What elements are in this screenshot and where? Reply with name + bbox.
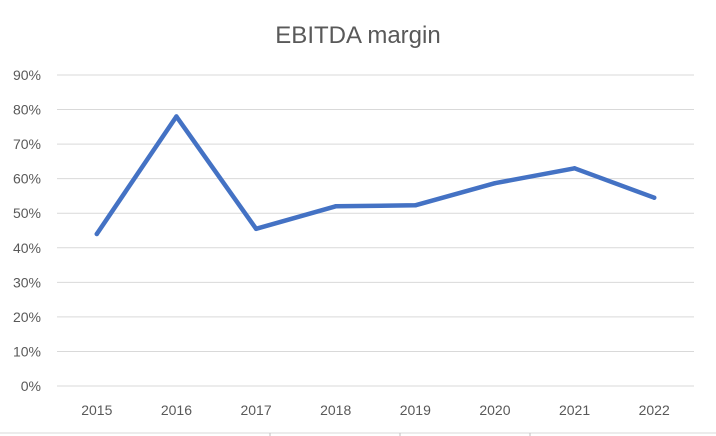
x-tick-label: 2015 xyxy=(81,402,112,418)
data-point xyxy=(253,226,259,231)
data-point xyxy=(651,195,657,200)
x-tick-label: 2019 xyxy=(400,402,431,418)
y-tick-label: 40% xyxy=(13,240,41,256)
chart-title: EBITDA margin xyxy=(275,22,440,49)
x-tick-label: 2016 xyxy=(161,402,192,418)
series-line xyxy=(94,114,657,237)
data-point xyxy=(94,231,100,237)
y-tick-label: 50% xyxy=(13,205,41,221)
data-point xyxy=(174,114,179,119)
y-tick-label: 30% xyxy=(13,274,41,290)
data-point xyxy=(572,166,577,171)
x-tick-label: 2017 xyxy=(240,402,271,418)
y-tick-label: 0% xyxy=(21,378,41,394)
y-tick-label: 80% xyxy=(13,102,41,118)
x-tick-label: 2021 xyxy=(559,402,590,418)
y-axis-tick-labels: 0% 10% 20% 30% 40% 50% 60% 70% 80% 90% xyxy=(13,67,41,394)
data-point xyxy=(492,180,498,186)
y-tick-label: 90% xyxy=(13,67,41,83)
series-layer xyxy=(94,114,657,237)
gridlines xyxy=(57,74,694,387)
x-tick-label: 2018 xyxy=(320,402,351,418)
y-tick-label: 10% xyxy=(13,343,41,359)
y-tick-label: 60% xyxy=(13,171,41,187)
x-tick-label: 2022 xyxy=(639,402,670,418)
data-point xyxy=(333,204,338,209)
data-point xyxy=(413,203,418,208)
y-tick-label: 70% xyxy=(13,136,41,152)
x-axis-tick-labels: 2015 2016 2017 2018 2019 2020 2021 2022 xyxy=(81,402,670,418)
y-tick-label: 20% xyxy=(13,309,41,325)
x-tick-label: 2020 xyxy=(479,402,510,418)
